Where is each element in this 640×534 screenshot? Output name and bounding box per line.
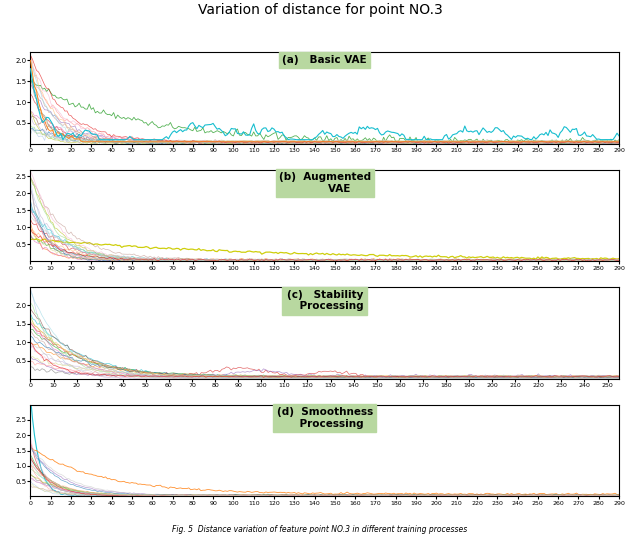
Text: (a)   Basic VAE: (a) Basic VAE: [282, 55, 367, 65]
Text: (d)  Smoothness
    Processing: (d) Smoothness Processing: [276, 407, 373, 429]
Text: (c)   Stability
    Processing: (c) Stability Processing: [285, 290, 364, 311]
Text: Variation of distance for point NO.3: Variation of distance for point NO.3: [198, 3, 442, 17]
Text: (b)  Augmented
        VAE: (b) Augmented VAE: [278, 172, 371, 194]
Text: Fig. 5  Distance variation of feature point NO.3 in different training processes: Fig. 5 Distance variation of feature poi…: [172, 525, 468, 534]
